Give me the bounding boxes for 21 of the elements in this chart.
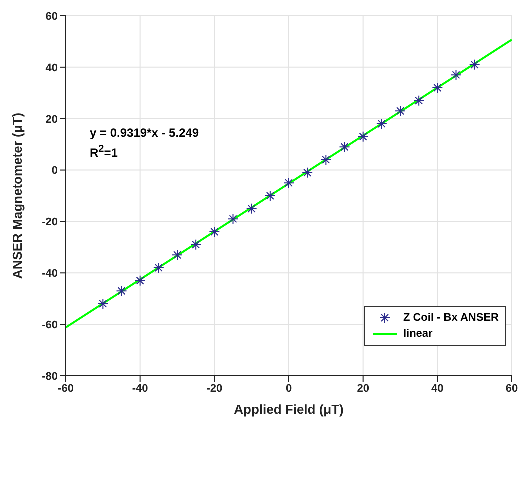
legend-label: linear [403,328,433,340]
y-tick-label: -60 [42,319,58,332]
y-axis-title: ANSER Magnetometer (μT) [10,112,25,280]
x-tick-label: -40 [132,382,148,395]
legend-label: Z Coil - Bx ANSER [403,312,499,324]
y-tick-label: -20 [42,216,58,229]
y-tick-label: -80 [42,370,58,383]
y-tick-label: 40 [46,62,58,74]
x-tick-label: 0 [286,382,292,395]
x-tick-label: -60 [58,382,74,395]
x-tick-label: -20 [206,382,223,395]
annotation: R$^{2}$=1 [90,144,118,160]
y-tick-label: 60 [46,10,58,23]
x-tick-label: 60 [506,382,518,395]
annotation: y = 0.9319*x - 5.249 [90,126,200,140]
x-tick-label: 20 [357,382,370,395]
y-tick-label: 0 [52,165,58,178]
y-tick-label: -40 [42,268,58,280]
x-axis-title: Applied Field (μT) [234,402,344,417]
x-tick-label: 40 [432,382,444,395]
y-tick-label: 20 [46,114,58,126]
